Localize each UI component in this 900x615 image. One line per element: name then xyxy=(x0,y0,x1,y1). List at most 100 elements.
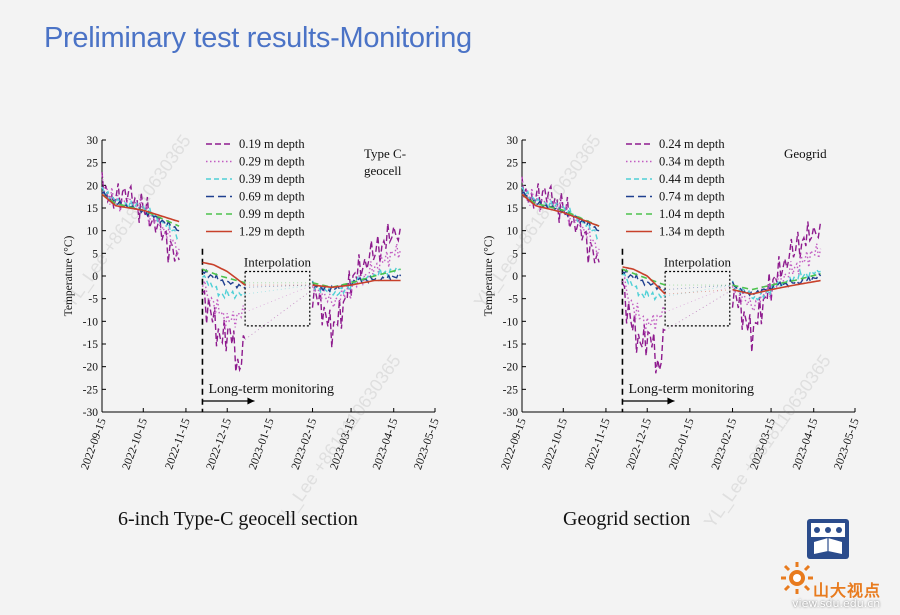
series-line xyxy=(731,268,821,301)
y-axis-label: Temperature (°C) xyxy=(63,235,75,316)
slide-title: Preliminary test results-Monitoring xyxy=(44,22,472,54)
legend-label: 1.04 m depth xyxy=(659,207,725,221)
monitoring-label: Long-term monitoring xyxy=(208,382,334,397)
interpolation-connector xyxy=(665,289,733,295)
series-line xyxy=(101,193,180,223)
series-line xyxy=(311,265,401,297)
x-tick-label: 2023-01-15 xyxy=(247,417,277,472)
y-tick-label: 5 xyxy=(92,248,98,260)
x-tick-label: 2023-04-15 xyxy=(791,417,821,472)
y-tick-label: -30 xyxy=(83,407,99,419)
x-tick-label: 2022-12-15 xyxy=(204,417,234,472)
arrow-head-icon xyxy=(247,397,255,405)
y-axis-label: Temperature (°C) xyxy=(483,235,495,316)
series-line xyxy=(521,176,600,264)
interpolation-box xyxy=(244,270,311,327)
x-tick-label: 2022-09-15 xyxy=(79,417,109,472)
y-tick-label: 10 xyxy=(507,226,519,238)
interpolation-connector xyxy=(245,284,313,295)
series-line xyxy=(202,274,246,300)
legend-label: 0.39 m depth xyxy=(239,172,305,186)
arrow-head-icon xyxy=(667,397,675,405)
series-line xyxy=(312,279,401,289)
y-tick-label: -15 xyxy=(503,339,519,351)
legend-label: 0.19 m depth xyxy=(239,137,305,151)
y-tick-label: -10 xyxy=(503,316,519,328)
x-tick-label: 2023-02-15 xyxy=(710,417,740,472)
x-tick-label: 2022-09-15 xyxy=(499,417,529,472)
series-line xyxy=(202,289,246,373)
interpolation-label: Interpolation xyxy=(244,254,312,269)
legend-label: 0.34 m depth xyxy=(659,155,725,169)
y-tick-label: 30 xyxy=(87,135,99,147)
series-line xyxy=(202,268,246,290)
y-tick-label: -20 xyxy=(503,362,519,374)
chart-annotation: Geogrid xyxy=(784,146,827,161)
series-line xyxy=(731,243,822,313)
series-line xyxy=(202,268,246,284)
interpolation-connector xyxy=(664,289,733,331)
legend-label: 0.44 m depth xyxy=(659,172,725,186)
chart-annotation: Type C- xyxy=(364,146,406,161)
y-tick-label: 20 xyxy=(87,180,99,192)
y-tick-label: 0 xyxy=(92,271,98,283)
sun-logo-icon xyxy=(781,562,813,594)
interpolation-box xyxy=(664,270,731,327)
legend-label: 1.34 m depth xyxy=(659,225,725,239)
series-line xyxy=(521,193,600,227)
y-tick-label: 5 xyxy=(512,248,518,260)
y-tick-label: -25 xyxy=(503,384,519,396)
y-tick-label: 15 xyxy=(87,203,99,215)
series-line xyxy=(202,261,246,286)
series-line xyxy=(101,172,180,263)
interpolation-connector xyxy=(664,284,733,313)
y-tick-label: 30 xyxy=(507,135,519,147)
series-line xyxy=(521,193,600,227)
legend-label: 0.99 m depth xyxy=(239,207,305,221)
x-tick-label: 2023-04-15 xyxy=(371,417,401,472)
interpolation-connector xyxy=(665,284,733,297)
series-line xyxy=(622,272,666,302)
legend-label: 0.29 m depth xyxy=(239,155,305,169)
series-line xyxy=(521,177,600,257)
legend-label: 1.29 m depth xyxy=(239,225,305,239)
series-line xyxy=(622,268,666,286)
series-line xyxy=(101,175,180,257)
caption-geogrid: Geogrid section xyxy=(563,508,691,530)
y-tick-label: -10 xyxy=(83,316,99,328)
interpolation-connector xyxy=(244,284,313,313)
monitoring-label: Long-term monitoring xyxy=(628,382,754,397)
y-tick-label: -5 xyxy=(88,294,98,306)
series-line xyxy=(311,243,402,310)
interpolation-connector xyxy=(245,284,313,288)
y-tick-label: -30 xyxy=(503,407,519,419)
y-tick-label: 0 xyxy=(512,271,518,283)
series-line xyxy=(731,221,822,353)
legend-label: 0.24 m depth xyxy=(659,137,725,151)
y-tick-label: 25 xyxy=(507,158,519,170)
interpolation-connector xyxy=(244,289,313,340)
y-tick-label: -20 xyxy=(83,362,99,374)
series-line xyxy=(201,278,246,330)
y-tick-label: 25 xyxy=(87,158,99,170)
y-tick-label: 15 xyxy=(507,203,519,215)
y-tick-label: -5 xyxy=(508,294,518,306)
brand-url: view.sdu.edu.cn xyxy=(792,597,881,610)
series-line xyxy=(732,272,821,291)
x-tick-label: 2022-12-15 xyxy=(624,417,654,472)
y-tick-label: 20 xyxy=(507,180,519,192)
x-tick-label: 2023-05-15 xyxy=(412,417,442,472)
interpolation-label: Interpolation xyxy=(664,254,732,269)
series-line xyxy=(311,223,402,348)
chart-annotation: geocell xyxy=(364,163,402,178)
brand-name: 山大视点 xyxy=(813,581,882,600)
x-tick-label: 2022-11-15 xyxy=(163,417,193,471)
x-tick-label: 2023-01-15 xyxy=(667,417,697,472)
x-tick-label: 2022-11-15 xyxy=(583,417,613,471)
series-line xyxy=(622,266,666,295)
x-tick-label: 2022-10-15 xyxy=(120,417,150,472)
interpolation-connector xyxy=(665,284,733,290)
y-tick-label: -15 xyxy=(83,339,99,351)
x-tick-label: 2022-10-15 xyxy=(540,417,570,472)
